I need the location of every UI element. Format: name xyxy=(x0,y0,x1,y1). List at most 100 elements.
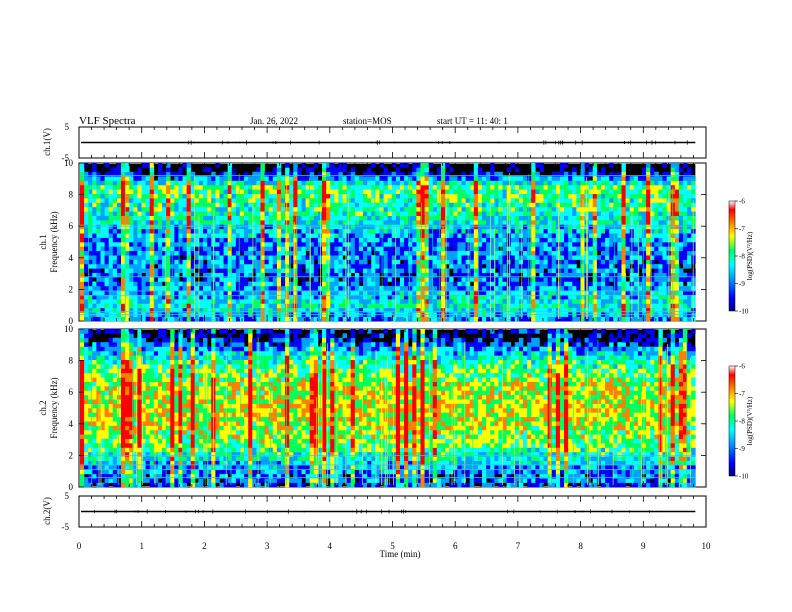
spectrogram-cell xyxy=(198,303,204,309)
spectrogram-cell xyxy=(387,198,393,203)
spectrogram-cell xyxy=(592,202,598,208)
spectrogram-cell xyxy=(297,303,302,309)
spectrogram-cell xyxy=(502,220,507,225)
spectrogram-cell xyxy=(112,198,118,203)
spectrogram-cell xyxy=(100,303,105,309)
spectrogram-cell xyxy=(108,294,114,300)
spectrogram-cell xyxy=(564,246,569,252)
spectrogram-cell xyxy=(276,211,282,216)
spectrogram-cell xyxy=(592,215,598,221)
spectrogram-cell xyxy=(363,299,368,304)
spectrogram-cell xyxy=(153,198,159,203)
spectrogram-cell xyxy=(588,259,594,265)
spectrogram-cell xyxy=(330,211,335,216)
spectrogram-cell xyxy=(564,316,569,322)
spectrogram-cell xyxy=(207,294,212,300)
spectrogram-cell xyxy=(514,206,520,212)
spectrogram-cell xyxy=(408,294,413,300)
spectrogram-cell xyxy=(477,184,483,190)
spectrogram-cell xyxy=(322,233,327,238)
spectrogram-cell xyxy=(182,163,187,168)
spectrogram-cell xyxy=(239,285,245,291)
spectrogram-cell xyxy=(605,255,610,260)
spectrogram-cell xyxy=(96,303,101,309)
spectrogram-cell xyxy=(326,193,331,199)
spectrogram-cell xyxy=(84,228,89,234)
spectrogram-cell xyxy=(650,316,655,322)
spectrogram-cell xyxy=(354,285,360,291)
spectrogram-cell xyxy=(322,281,327,287)
spectrogram-cell xyxy=(650,211,655,216)
spectrogram-cell xyxy=(613,171,618,177)
spectrogram-cell xyxy=(309,176,315,181)
spectrogram-cell xyxy=(305,246,311,252)
spectrogram-cell xyxy=(92,255,97,260)
spectrogram-cell xyxy=(231,228,237,234)
spectrogram-cell xyxy=(375,250,380,256)
spectrogram-cell xyxy=(391,263,397,269)
spectrogram-cell xyxy=(137,180,142,186)
spectrogram-cell xyxy=(96,198,101,203)
spectrogram-cell xyxy=(428,294,434,300)
spectrogram-cell xyxy=(162,255,167,260)
spectrogram-cell xyxy=(129,189,134,195)
spectrogram-cell xyxy=(313,268,319,274)
spectrogram-cell xyxy=(190,180,196,186)
spectrogram-cell xyxy=(510,202,516,208)
spectrogram-cell xyxy=(96,255,101,260)
spectrogram-cell xyxy=(338,211,343,216)
spectrogram-cell xyxy=(502,242,507,247)
spectrogram-cell xyxy=(108,307,114,313)
spectrogram-cell xyxy=(358,299,364,304)
spectrogram-cell xyxy=(190,268,196,274)
spectrogram-cell xyxy=(104,215,110,221)
spectrogram-cell xyxy=(531,176,536,181)
spectrogram-cell xyxy=(289,184,294,190)
spectrogram-cell xyxy=(293,303,298,309)
spectrogram-cell xyxy=(194,272,200,278)
spectrogram-cell xyxy=(330,233,335,238)
spectrogram-cell xyxy=(301,285,306,291)
spectrogram-cell xyxy=(609,316,614,322)
spectrogram-cell xyxy=(317,237,323,243)
spectrogram-cell xyxy=(477,228,483,234)
spectrogram-cell xyxy=(420,215,425,221)
spectrogram-cell xyxy=(256,242,261,247)
spectrogram-cell xyxy=(260,316,265,322)
spectrogram-cell xyxy=(153,277,159,282)
spectrogram-cell xyxy=(88,250,93,256)
spectrogram-cell xyxy=(428,198,434,203)
spectrogram-cell xyxy=(482,228,487,234)
spectrogram-cell xyxy=(584,171,589,177)
spectrogram-cell xyxy=(518,228,524,234)
spectrogram-cell xyxy=(642,211,647,216)
spectrogram-cell xyxy=(145,233,151,238)
spectrogram-cell xyxy=(547,215,553,221)
spectrogram-cell xyxy=(133,299,138,304)
spectrogram-cell xyxy=(535,263,540,269)
spectrogram-cell xyxy=(281,215,286,221)
spectrogram-cell xyxy=(523,202,528,208)
spectrogram-cell xyxy=(551,189,557,195)
spectrogram-cell xyxy=(605,242,610,247)
spectrogram-cell xyxy=(149,277,155,282)
spectrogram-cell xyxy=(588,193,594,199)
spectrogram-cell xyxy=(600,290,606,295)
spectrogram-cell xyxy=(322,171,327,177)
spectrogram-cell xyxy=(322,202,327,208)
spectrogram-cell xyxy=(293,167,298,173)
spectrogram-cell xyxy=(379,180,384,186)
spectrogram-cell xyxy=(346,198,352,203)
spectrogram-cell xyxy=(375,184,380,190)
spectrogram-cell xyxy=(293,176,298,181)
spectrogram-cell xyxy=(301,242,306,247)
spectrogram-cell xyxy=(194,176,200,181)
spectrogram-cell xyxy=(104,285,110,291)
spectrogram-cell xyxy=(449,316,454,322)
spectrogram-cell xyxy=(317,180,323,186)
spectrogram-cell xyxy=(658,202,663,208)
spectrogram-cell xyxy=(395,250,401,256)
spectrogram-cell xyxy=(166,307,171,313)
spectrogram-cell xyxy=(182,224,187,230)
spectrogram-cell xyxy=(141,193,146,199)
